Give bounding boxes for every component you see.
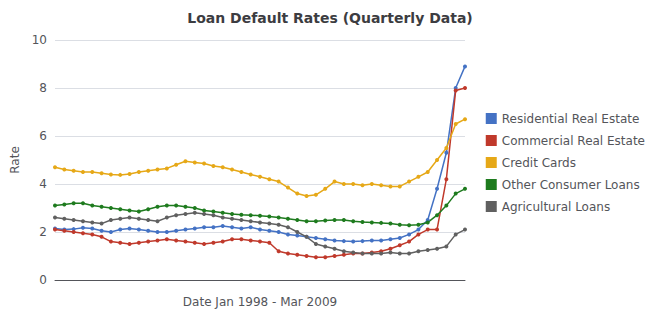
svg-text:Other Consumer Loans: Other Consumer Loans xyxy=(502,178,640,192)
svg-text:2: 2 xyxy=(39,225,47,239)
svg-text:8: 8 xyxy=(39,81,47,95)
svg-text:0: 0 xyxy=(39,273,47,287)
svg-text:4: 4 xyxy=(39,177,47,191)
svg-text:Credit Cards: Credit Cards xyxy=(502,156,576,170)
svg-text:6: 6 xyxy=(39,129,47,143)
svg-text:Residential Real Estate: Residential Real Estate xyxy=(502,112,640,126)
svg-text:Commercial Real Estate: Commercial Real Estate xyxy=(502,134,645,148)
svg-text:Loan Default Rates (Quarterly: Loan Default Rates (Quarterly Data) xyxy=(187,10,473,26)
svg-text:Rate: Rate xyxy=(8,146,22,174)
svg-text:10: 10 xyxy=(32,33,47,47)
svg-text:Agricultural Loans: Agricultural Loans xyxy=(502,200,610,214)
svg-text:Date Jan 1998 - Mar 2009: Date Jan 1998 - Mar 2009 xyxy=(183,295,337,309)
